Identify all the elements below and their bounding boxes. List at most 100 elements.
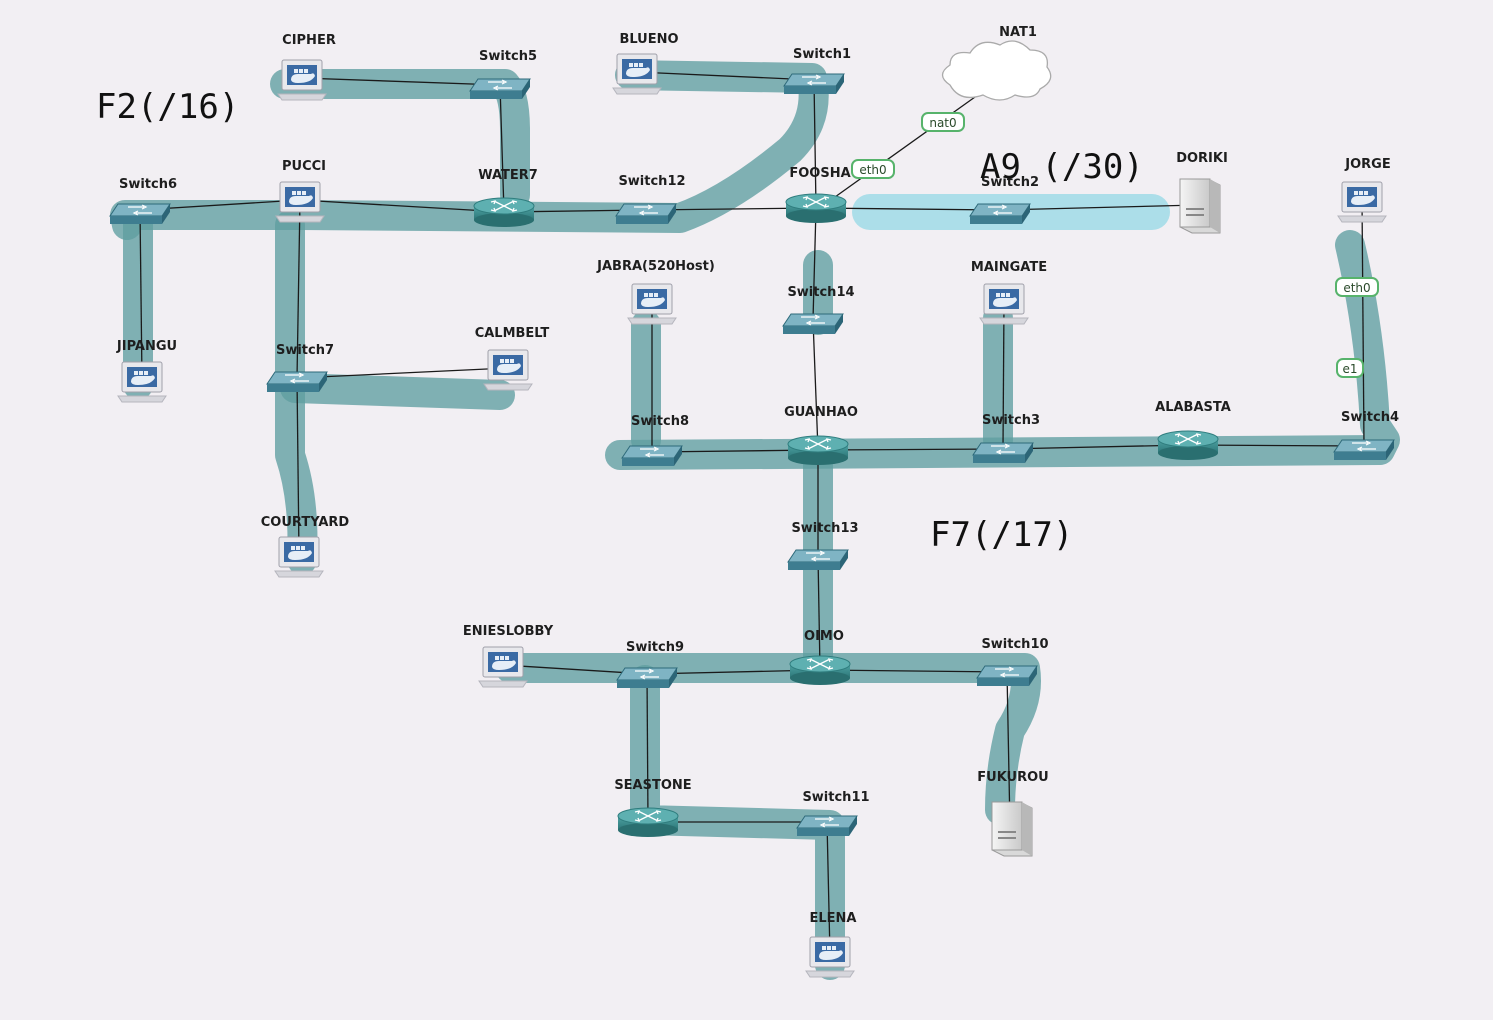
annotation-f7: F7(/17) — [930, 515, 1073, 555]
label-foosha: FOOSHA — [789, 166, 850, 181]
iface-eth0-jorge: eth0 — [1335, 277, 1379, 297]
node-switch9[interactable] — [616, 667, 678, 688]
node-jipangu[interactable] — [117, 361, 167, 403]
router-icon — [787, 435, 849, 465]
label-switch1: Switch1 — [793, 47, 851, 62]
label-nat1: NAT1 — [999, 25, 1037, 40]
docker-pc-icon — [483, 349, 533, 391]
switch-icon — [266, 371, 328, 392]
switch-icon — [1333, 439, 1395, 460]
node-alabasta[interactable] — [1157, 430, 1219, 460]
node-switch12[interactable] — [615, 203, 677, 224]
docker-pc-icon — [274, 536, 324, 578]
node-guanhao[interactable] — [787, 435, 849, 465]
label-switch7: Switch7 — [276, 343, 334, 358]
label-fukurou: FUKUROU — [977, 770, 1048, 785]
node-switch13[interactable] — [787, 549, 849, 570]
node-jorge[interactable] — [1337, 181, 1387, 223]
label-seastone: SEASTONE — [614, 778, 691, 793]
docker-pc-icon — [612, 53, 662, 95]
node-blueno[interactable] — [612, 53, 662, 95]
highlight-f7-main — [605, 230, 1400, 470]
node-switch1[interactable] — [783, 73, 845, 94]
node-switch14[interactable] — [782, 313, 844, 334]
label-courtyard: COURTYARD — [261, 515, 350, 530]
node-switch8[interactable] — [621, 445, 683, 466]
node-pucci[interactable] — [275, 181, 325, 223]
label-switch11: Switch11 — [802, 790, 869, 805]
label-switch14: Switch14 — [787, 285, 854, 300]
iface-eth0-foosha: eth0 — [851, 159, 895, 179]
node-oimo[interactable] — [789, 655, 851, 685]
label-switch9: Switch9 — [626, 640, 684, 655]
label-switch4: Switch4 — [1341, 410, 1399, 425]
node-water7[interactable] — [473, 197, 535, 227]
link-switch1-foosha — [813, 79, 817, 209]
router-icon — [617, 807, 679, 837]
docker-pc-icon — [277, 59, 327, 101]
highlight-oimo-row — [495, 653, 1041, 825]
link-switch4-jorge — [1361, 199, 1365, 447]
switch-icon — [796, 815, 858, 836]
link-switch14-guanhao — [812, 319, 819, 451]
server-icon — [991, 801, 1033, 857]
node-courtyard[interactable] — [274, 536, 324, 578]
switch-icon — [972, 442, 1034, 463]
node-jabra[interactable] — [627, 283, 677, 325]
node-switch5[interactable] — [469, 78, 531, 99]
switch-icon — [469, 78, 531, 99]
node-doriki[interactable] — [1179, 178, 1221, 234]
node-nat1[interactable] — [941, 40, 1052, 101]
node-elena[interactable] — [805, 936, 855, 978]
node-cipher[interactable] — [277, 59, 327, 101]
link-switch9-seastone — [646, 673, 649, 823]
switch-icon — [782, 313, 844, 334]
iface-nat0: nat0 — [921, 112, 965, 132]
node-foosha[interactable] — [785, 193, 847, 223]
node-switch2[interactable] — [969, 203, 1031, 224]
interface-labels: nat0 eth0 eth0 e1 — [851, 112, 1379, 378]
cloud-icon — [941, 40, 1052, 101]
link-foosha-switch14 — [812, 207, 817, 321]
label-blueno: BLUENO — [619, 32, 678, 47]
node-switch7[interactable] — [266, 371, 328, 392]
link-maingate-switch3 — [1002, 301, 1005, 450]
svg-text:eth0: eth0 — [859, 163, 886, 177]
link-switch5-water7 — [499, 84, 505, 213]
node-switch4[interactable] — [1333, 439, 1395, 460]
node-maingate[interactable] — [979, 283, 1029, 325]
label-jipangu: JIPANGU — [116, 339, 177, 354]
label-switch6: Switch6 — [119, 177, 177, 192]
label-alabasta: ALABASTA — [1155, 400, 1231, 415]
label-switch3: Switch3 — [982, 413, 1040, 428]
label-oimo: OIMO — [804, 629, 844, 644]
label-calmbelt: CALMBELT — [475, 326, 550, 341]
label-water7: WATER7 — [478, 168, 538, 183]
node-enieslobby[interactable] — [478, 646, 528, 688]
node-switch3[interactable] — [972, 442, 1034, 463]
node-switch10[interactable] — [976, 665, 1038, 686]
node-calmbelt[interactable] — [483, 349, 533, 391]
docker-pc-icon — [117, 361, 167, 403]
docker-pc-icon — [805, 936, 855, 978]
svg-text:nat0: nat0 — [929, 116, 956, 130]
label-jorge: JORGE — [1344, 157, 1390, 172]
link-cipher-switch5 — [301, 77, 501, 86]
devices — [109, 40, 1395, 978]
node-switch6[interactable] — [109, 203, 171, 224]
node-fukurou[interactable] — [991, 801, 1033, 857]
label-guanhao: GUANHAO — [784, 405, 858, 420]
link-pucci-switch7 — [296, 199, 301, 379]
docker-pc-icon — [1337, 181, 1387, 223]
switch-icon — [783, 73, 845, 94]
docker-pc-icon — [478, 646, 528, 688]
node-switch11[interactable] — [796, 815, 858, 836]
router-icon — [789, 655, 851, 685]
docker-pc-icon — [627, 283, 677, 325]
switch-icon — [787, 549, 849, 570]
link-switch6-jipangu — [139, 209, 143, 381]
node-seastone[interactable] — [617, 807, 679, 837]
label-switch5: Switch5 — [479, 49, 537, 64]
switch-icon — [616, 667, 678, 688]
